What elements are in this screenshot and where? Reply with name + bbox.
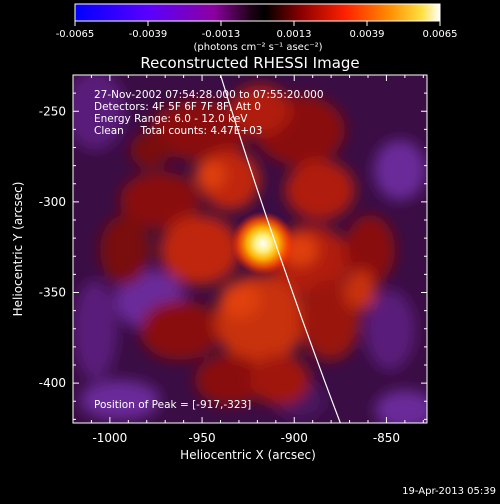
emission-map bbox=[73, 75, 427, 423]
colorbar bbox=[74, 3, 441, 22]
emission-blob bbox=[73, 280, 117, 380]
emission-blob bbox=[344, 270, 376, 310]
colorbar-tick-label: -0.0013 bbox=[202, 29, 241, 40]
emission-blob bbox=[345, 215, 395, 285]
colorbar-tick-label: -0.0039 bbox=[129, 29, 168, 40]
solar-limb-curve bbox=[219, 75, 341, 423]
emission-blob bbox=[375, 390, 427, 423]
info-line-time: 27-Nov-2002 07:54:28.000 to 07:55:20.000 bbox=[94, 89, 324, 101]
emission-blob bbox=[250, 355, 310, 405]
emission-blob bbox=[365, 290, 415, 370]
x-axis-label: Heliocentric X (arcsec) bbox=[180, 448, 316, 462]
colorbar-tick-label: 0.0013 bbox=[277, 29, 312, 40]
emission-blob bbox=[73, 75, 125, 150]
x-axis-ticks: -1000 -950 -900 -850 bbox=[90, 75, 424, 445]
image-region bbox=[73, 75, 427, 423]
x-tick-label: -950 bbox=[188, 431, 215, 445]
emission-blob bbox=[285, 160, 355, 220]
y-axis-label: Heliocentric Y (arcsec) bbox=[11, 182, 25, 317]
image-title: Reconstructed RHESSI Image bbox=[140, 54, 359, 72]
x-tick-label: -850 bbox=[373, 431, 400, 445]
y-axis-ticks: -250 -300 -350 -400 bbox=[39, 74, 427, 420]
emission-blob bbox=[150, 100, 250, 160]
emission-blob bbox=[130, 132, 170, 168]
footer-timestamp: 19-Apr-2013 05:39 bbox=[402, 486, 496, 497]
emission-blob bbox=[374, 140, 426, 200]
emission-blob bbox=[300, 280, 360, 360]
info-line-detectors: Detectors: 4F 5F 6F 7F 8F, Att 0 bbox=[94, 101, 261, 113]
emission-blob bbox=[195, 160, 225, 190]
peak-emission bbox=[230, 211, 295, 276]
x-tick-label: -900 bbox=[281, 431, 308, 445]
y-tick-label: -400 bbox=[39, 376, 66, 390]
y-tick-label: -350 bbox=[39, 286, 66, 300]
colorbar-ticks bbox=[74, 21, 441, 26]
emission-blob bbox=[230, 85, 290, 135]
emission-blob bbox=[195, 355, 265, 405]
peak-position-label: Position of Peak = [-917,-323] bbox=[94, 399, 251, 411]
info-line-clean: Clean Total counts: 4.47E+03 bbox=[94, 125, 263, 137]
plot-frame bbox=[72, 74, 428, 424]
emission-blob bbox=[220, 282, 260, 318]
emission-blob bbox=[120, 172, 200, 228]
info-line-energy: Energy Range: 6.0 - 12.0 keV bbox=[94, 113, 248, 125]
colorbar-units-label: (photons cm⁻² s⁻¹ asec⁻²) bbox=[193, 42, 322, 53]
emission-blob bbox=[160, 215, 240, 285]
emission-blob bbox=[80, 380, 160, 420]
y-tick-label: -250 bbox=[39, 104, 66, 118]
colorbar-tick-label: 0.0065 bbox=[423, 29, 458, 40]
emission-blob bbox=[140, 300, 220, 360]
colorbar-tick-labels: -0.0065 -0.0039 -0.0013 0.0013 0.0039 0.0065 bbox=[56, 29, 458, 40]
emission-blob bbox=[100, 215, 150, 285]
x-tick-label: -1000 bbox=[92, 431, 127, 445]
colorbar-tick-label: 0.0039 bbox=[350, 29, 385, 40]
y-tick-label: -300 bbox=[39, 195, 66, 209]
colorbar-tick-label: -0.0065 bbox=[56, 29, 95, 40]
